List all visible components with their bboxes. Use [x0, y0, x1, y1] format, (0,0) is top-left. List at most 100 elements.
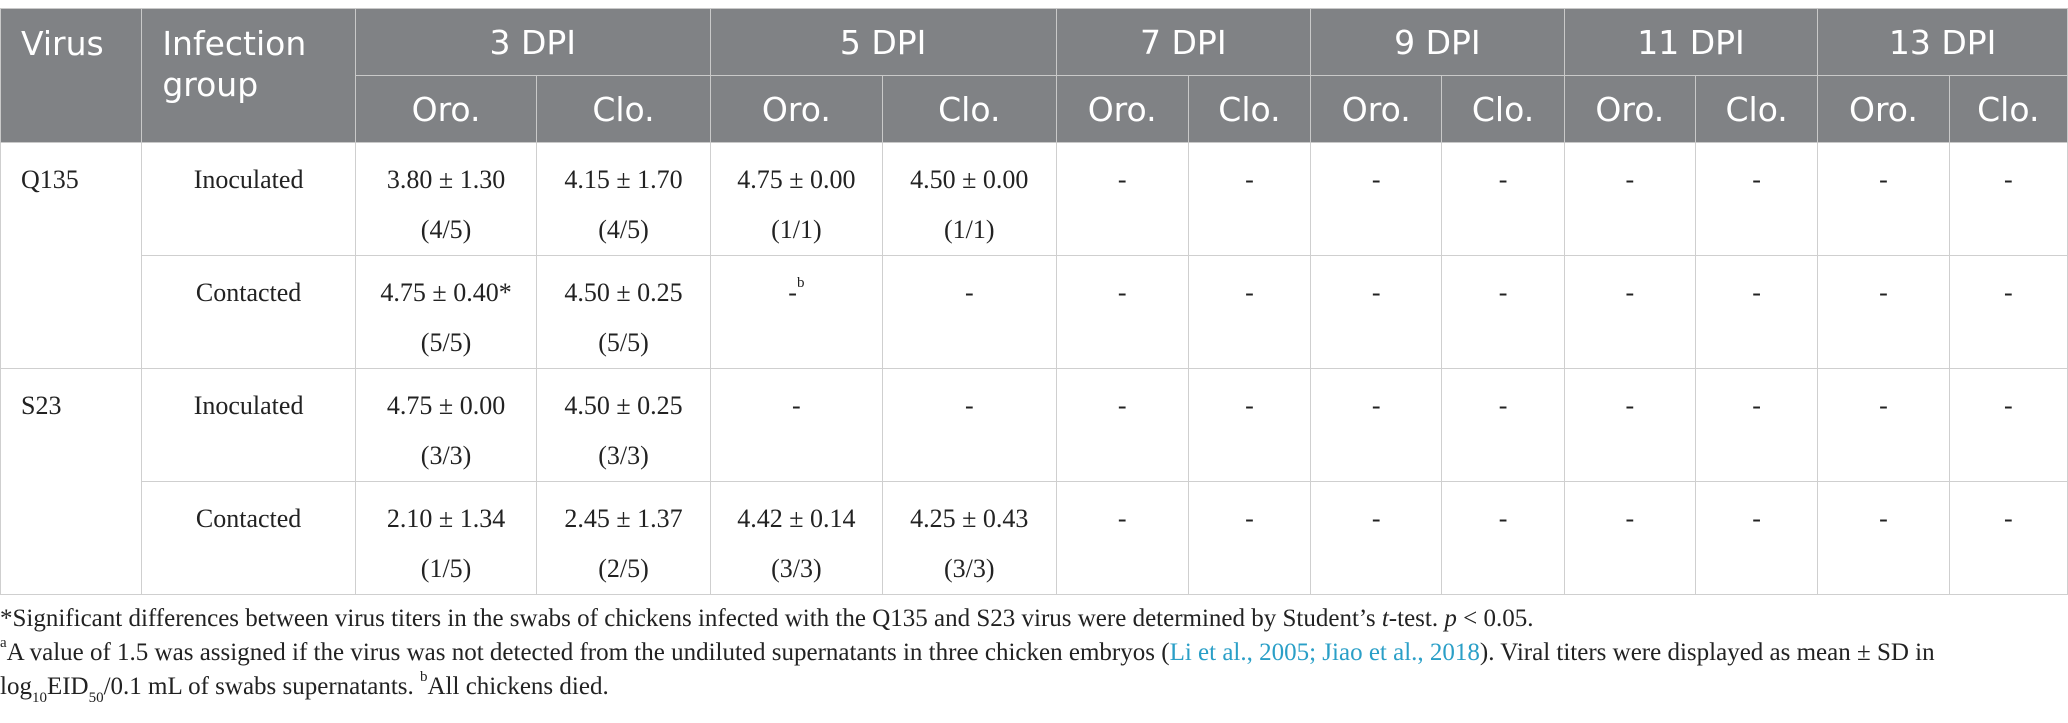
table-header: Virus Infection group 3 DPI 5 DPI 7 DPI … [0, 8, 2068, 143]
titer-value: - [1879, 165, 1888, 194]
subheader-oro-3: Oro. [1310, 75, 1443, 143]
titer-value: 4.42 ± 0.14 [737, 504, 856, 533]
cell-infection-group: Contacted [141, 481, 356, 595]
data-table-container: Virus Infection group 3 DPI 5 DPI 7 DPI … [0, 8, 2068, 595]
cell-titer: 4.15 ± 1.70 (4/5) [536, 142, 711, 256]
cell-infection-group: Inoculated [141, 142, 356, 256]
cell-virus: S23 [0, 368, 143, 595]
subheader-oro-4: Oro. [1563, 75, 1697, 143]
titer-value: - [1245, 278, 1254, 307]
cell-titer: - [1441, 368, 1565, 482]
subheader-row: Oro. Clo. Oro. Clo. Oro. Clo. Oro. Clo. Oro. Clo.… [1, 75, 2068, 143]
titer-value: - [1498, 278, 1508, 307]
cell-titer: 2.45 ± 1.37 (2/5) [536, 481, 711, 595]
titer-value: 2.45 ± 1.37 [564, 504, 683, 533]
subheader-oro-0: Oro. [354, 75, 538, 143]
titer-value: - [2003, 278, 2013, 307]
titer-value: - [1498, 391, 1508, 420]
subheader-clo-2: Clo. [1187, 75, 1312, 143]
cell-virus: Q135 [0, 142, 143, 369]
cell-titer: - [1310, 255, 1443, 369]
positive-ratio: (1/1) [944, 215, 995, 244]
positive-ratio: (3/3) [944, 554, 995, 583]
titer-value: 4.75 ± 0.00 [737, 165, 856, 194]
titer-value: 4.15 ± 1.70 [564, 165, 683, 194]
titer-value: - [1117, 278, 1127, 307]
titer-value: - [2003, 391, 2013, 420]
cell-titer: - [1310, 368, 1443, 482]
header-infection-group: Infection group [141, 8, 356, 143]
titer-value: - [1371, 391, 1381, 420]
cell-titer: - [1817, 142, 1950, 256]
header-3dpi: 3 DPI [354, 8, 711, 76]
titer-value: - [2003, 504, 2013, 533]
cell-titer: - [1563, 255, 1697, 369]
table-row: Contacted 4.75 ± 0.40* (5/5) 4.50 ± 0.25 (5/… [1, 255, 2068, 369]
cell-titer: - [1817, 255, 1950, 369]
cell-titer: - [1310, 142, 1443, 256]
cell-titer: 4.50 ± 0.25 (3/3) [536, 368, 711, 482]
titer-value: - [1625, 278, 1635, 307]
cell-titer: - [1563, 368, 1697, 482]
header-7dpi: 7 DPI [1055, 8, 1312, 76]
footnote-marker: b [796, 275, 805, 292]
cell-titer: - [1055, 481, 1189, 595]
titer-value: - [1752, 278, 1761, 307]
cell-titer: - [1187, 481, 1312, 595]
titer-value: 3.80 ± 1.30 [386, 165, 506, 194]
footnote-units: log10EID50/0.1 mL of swabs supernatants.… [0, 668, 609, 706]
cell-titer: - [1694, 368, 1819, 482]
cell-titer: - [1187, 368, 1312, 482]
cell-titer: 4.50 ± 0.25 (5/5) [536, 255, 711, 369]
titer-value: 4.50 ± 0.00 [910, 165, 1029, 194]
subheader-clo-4: Clo. [1694, 75, 1819, 143]
titer-value: - [1371, 278, 1381, 307]
titer-value: - [964, 391, 974, 420]
cell-titer: - [882, 368, 1057, 482]
header-virus: Virus [0, 8, 143, 143]
subheader-oro-2: Oro. [1055, 75, 1189, 143]
titer-value: - [792, 391, 801, 420]
cell-titer: -b [709, 255, 884, 369]
footnote-a: aA value of 1.5 was assigned if the viru… [0, 634, 1935, 666]
cell-titer: - [1055, 368, 1189, 482]
header-5dpi: 5 DPI [709, 8, 1057, 76]
cell-titer: - [1441, 255, 1565, 369]
cell-titer: - [1948, 255, 2068, 369]
titer-value: 2.10 ± 1.34 [386, 504, 506, 533]
cell-titer: - [1055, 142, 1189, 256]
cell-infection-group: Inoculated [141, 368, 356, 482]
titer-value: - [1371, 165, 1381, 194]
header-9dpi: 9 DPI [1310, 8, 1565, 76]
header-13dpi: 13 DPI [1817, 8, 2068, 76]
subheader-clo-5: Clo. [1948, 75, 2068, 143]
cell-titer: - [1694, 255, 1819, 369]
titer-value: - [1117, 165, 1127, 194]
titer-value: - [1879, 504, 1888, 533]
cell-titer: 4.25 ± 0.43 (3/3) [882, 481, 1057, 595]
cell-titer: - [1310, 481, 1443, 595]
titer-value: - [1498, 504, 1508, 533]
titer-value: 4.75 ± 0.40* [380, 278, 512, 307]
cell-titer: - [1563, 142, 1697, 256]
cell-titer: 4.75 ± 0.00 (3/3) [354, 368, 538, 482]
positive-ratio: (4/5) [420, 215, 472, 244]
cell-titer: 4.75 ± 0.00 (1/1) [709, 142, 884, 256]
titer-value: - [1752, 391, 1761, 420]
titer-value: 4.25 ± 0.43 [910, 504, 1029, 533]
subheader-clo-1: Clo. [882, 75, 1057, 143]
table-footnotes: *Significant differences between virus t… [0, 602, 2068, 706]
titer-value: - [1245, 391, 1254, 420]
titer-value: 4.50 ± 0.25 [564, 391, 683, 420]
cell-titer: - [882, 255, 1057, 369]
titer-value: -b [788, 275, 805, 307]
positive-ratio: (3/3) [771, 554, 822, 583]
cell-titer: - [709, 368, 884, 482]
cell-titer: - [1694, 481, 1819, 595]
positive-ratio: (2/5) [598, 554, 649, 583]
titer-value: - [1371, 504, 1381, 533]
cell-titer: - [1948, 481, 2068, 595]
table-row: S23 Inoculated 4.75 ± 0.00 (3/3) 4.50 ± 0.25… [0, 368, 2068, 595]
citation-link[interactable]: Li et al., 2005; Jiao et al., 2018 [1169, 639, 1480, 666]
cell-titer: - [1694, 142, 1819, 256]
